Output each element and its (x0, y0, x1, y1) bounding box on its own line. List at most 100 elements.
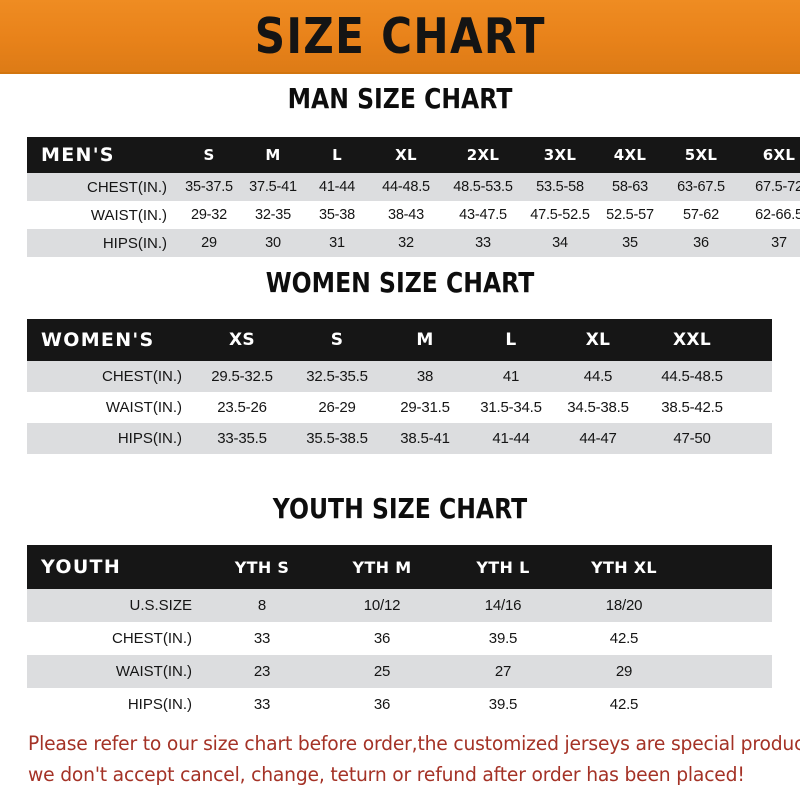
man-cell-0-5: 53.5-58 (523, 173, 597, 201)
man-table-header-row: MEN'S S M L XL 2XL 3XL 4XL 5XL 6XL (27, 137, 800, 173)
order-policy-note-line-1: Please refer to our size chart before or… (28, 732, 800, 755)
man-row-label-0: CHEST(IN.) (27, 173, 177, 201)
women-cell-0-4: 44.5 (554, 361, 642, 392)
youth-cell-0-3: 18/20 (564, 589, 684, 622)
man-size-header-5: 3XL (523, 137, 597, 173)
women-cell-1-2: 29-31.5 (382, 392, 468, 423)
table-row: CHEST(IN.) 29.5-32.5 32.5-35.5 38 41 44.5 44.5… (27, 361, 772, 392)
youth-size-header-2: YTH L (442, 545, 564, 589)
women-size-header-5: XXL (642, 319, 742, 361)
man-section-title: MAN SIZE CHART (287, 82, 513, 115)
man-cell-2-5: 34 (523, 229, 597, 257)
youth-section-title: YOUTH SIZE CHART (272, 492, 528, 525)
youth-header-spacer (684, 545, 772, 589)
women-cell-2-1: 35.5-38.5 (292, 423, 382, 454)
youth-cell-3-2: 39.5 (442, 688, 564, 721)
man-size-table: MEN'S S M L XL 2XL 3XL 4XL 5XL 6XL CHEST(IN.) 35-37… (27, 137, 800, 257)
table-row: WAIST(IN.) 23.5-26 26-29 29-31.5 31.5-34.5 34… (27, 392, 772, 423)
youth-size-header-3: YTH XL (564, 545, 684, 589)
youth-cell-2-0: 23 (202, 655, 322, 688)
youth-cell-2-3: 29 (564, 655, 684, 688)
youth-cell-1-0: 33 (202, 622, 322, 655)
youth-cell-3-1: 36 (322, 688, 442, 721)
youth-size-header-1: YTH M (322, 545, 442, 589)
women-size-header-4: XL (554, 319, 642, 361)
youth-cell-spacer (684, 655, 772, 688)
women-row-label-0: CHEST(IN.) (27, 361, 192, 392)
man-cell-1-4: 43-47.5 (443, 201, 523, 229)
women-size-header-0: XS (192, 319, 292, 361)
table-row: CHEST(IN.) 35-37.5 37.5-41 41-44 44-48.5 48.5… (27, 173, 800, 201)
man-size-header-7: 5XL (663, 137, 739, 173)
youth-row-label-1: CHEST(IN.) (27, 622, 202, 655)
man-cell-1-7: 57-62 (663, 201, 739, 229)
man-cell-0-2: 41-44 (305, 173, 369, 201)
man-size-header-8: 6XL (739, 137, 800, 173)
man-cell-0-3: 44-48.5 (369, 173, 443, 201)
table-row: WAIST(IN.) 23 25 27 29 (27, 655, 772, 688)
youth-cell-0-2: 14/16 (442, 589, 564, 622)
women-table-body: WOMEN'S XS S M L XL XXL CHEST(IN.) 29.5-32.5 32.5… (27, 319, 772, 454)
women-cell-1-0: 23.5-26 (192, 392, 292, 423)
man-row-label-2: HIPS(IN.) (27, 229, 177, 257)
man-size-header-1: M (241, 137, 305, 173)
man-cell-0-8: 67.5-72 (739, 173, 800, 201)
women-cell-0-1: 32.5-35.5 (292, 361, 382, 392)
women-cell-1-3: 31.5-34.5 (468, 392, 554, 423)
man-cell-2-1: 30 (241, 229, 305, 257)
youth-cell-3-0: 33 (202, 688, 322, 721)
man-table-body: MEN'S S M L XL 2XL 3XL 4XL 5XL 6XL CHEST(IN.) 35-37… (27, 137, 800, 257)
women-cell-2-5: 47-50 (642, 423, 742, 454)
youth-table-header-row: YOUTH YTH S YTH M YTH L YTH XL (27, 545, 772, 589)
women-cell-2-4: 44-47 (554, 423, 642, 454)
man-row-label-1: WAIST(IN.) (27, 201, 177, 229)
women-cell-1-5: 38.5-42.5 (642, 392, 742, 423)
women-section-title: WOMEN SIZE CHART (265, 266, 535, 299)
man-cell-1-6: 52.5-57 (597, 201, 663, 229)
women-header-spacer (742, 319, 772, 361)
page-title: SIZE CHART (254, 7, 546, 65)
youth-cell-spacer (684, 622, 772, 655)
man-cell-2-3: 32 (369, 229, 443, 257)
youth-cell-2-1: 25 (322, 655, 442, 688)
youth-cell-spacer (684, 589, 772, 622)
women-cell-0-2: 38 (382, 361, 468, 392)
man-size-header-3: XL (369, 137, 443, 173)
man-cell-1-8: 62-66.5 (739, 201, 800, 229)
man-size-header-6: 4XL (597, 137, 663, 173)
table-row: CHEST(IN.) 33 36 39.5 42.5 (27, 622, 772, 655)
man-cell-1-2: 35-38 (305, 201, 369, 229)
women-table-header-label: WOMEN'S (27, 319, 192, 361)
man-cell-0-7: 63-67.5 (663, 173, 739, 201)
man-cell-2-8: 37 (739, 229, 800, 257)
man-cell-2-7: 36 (663, 229, 739, 257)
man-cell-2-2: 31 (305, 229, 369, 257)
order-policy-note-line-2: we don't accept cancel, change, teturn o… (28, 763, 745, 786)
women-cell-1-1: 26-29 (292, 392, 382, 423)
women-row-label-2: HIPS(IN.) (27, 423, 192, 454)
youth-row-label-2: WAIST(IN.) (27, 655, 202, 688)
table-row: HIPS(IN.) 33-35.5 35.5-38.5 38.5-41 41-44 44-… (27, 423, 772, 454)
man-cell-0-1: 37.5-41 (241, 173, 305, 201)
women-cell-2-0: 33-35.5 (192, 423, 292, 454)
youth-size-table: YOUTH YTH S YTH M YTH L YTH XL U.S.SIZE 8 10/12… (27, 545, 772, 721)
man-cell-2-6: 35 (597, 229, 663, 257)
man-size-header-4: 2XL (443, 137, 523, 173)
youth-table-header-label: YOUTH (27, 545, 202, 589)
youth-table-body: YOUTH YTH S YTH M YTH L YTH XL U.S.SIZE 8 10/12… (27, 545, 772, 721)
women-size-header-2: M (382, 319, 468, 361)
youth-size-header-0: YTH S (202, 545, 322, 589)
man-cell-1-1: 32-35 (241, 201, 305, 229)
man-cell-1-0: 29-32 (177, 201, 241, 229)
women-cell-2-2: 38.5-41 (382, 423, 468, 454)
man-table-header-label: MEN'S (27, 137, 177, 173)
women-cell-0-3: 41 (468, 361, 554, 392)
youth-cell-2-2: 27 (442, 655, 564, 688)
table-row: U.S.SIZE 8 10/12 14/16 18/20 (27, 589, 772, 622)
man-cell-1-3: 38-43 (369, 201, 443, 229)
man-cell-2-4: 33 (443, 229, 523, 257)
man-cell-0-6: 58-63 (597, 173, 663, 201)
youth-cell-3-3: 42.5 (564, 688, 684, 721)
women-cell-2-3: 41-44 (468, 423, 554, 454)
